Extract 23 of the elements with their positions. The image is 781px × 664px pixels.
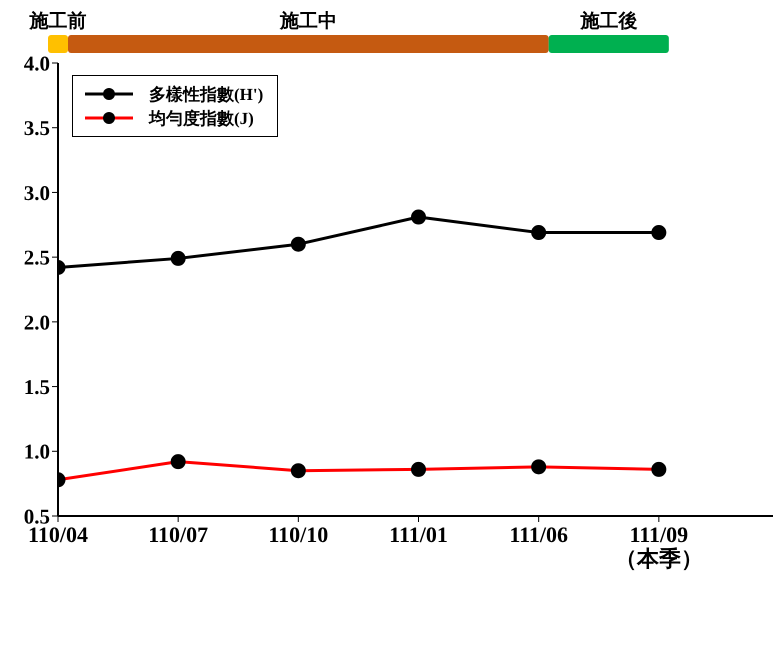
text: 施工中 (278, 10, 337, 32)
legend-label: 多樣性指數(H') (149, 84, 264, 106)
point (411, 210, 426, 225)
point (651, 225, 666, 240)
x-tick-label: 110/10 (268, 522, 328, 547)
x-tick-label: 111/06 (509, 522, 568, 547)
y-tick-label: 3.0 (24, 180, 50, 205)
point (290, 236, 306, 252)
y-tick-label: 1.0 (24, 440, 50, 464)
x-tick-label: 110/07 (148, 522, 208, 547)
point (531, 225, 546, 240)
x-tick-label: 111/01 (389, 522, 448, 547)
y-tick-label: 3.5 (24, 116, 50, 140)
text: 施工後 (579, 10, 638, 32)
point (170, 250, 186, 266)
y-tick-label: 1.5 (24, 375, 50, 400)
x-tick-label: 111/09 （本季） (614, 522, 703, 571)
text: 施工前 (28, 10, 86, 32)
y-tick-label: 0.5 (24, 504, 50, 528)
y-tick-label: 2.0 (24, 310, 50, 334)
y-tick-label: 2.5 (24, 246, 50, 270)
legend-label: 均勻度指數(J) (149, 108, 254, 130)
y-tick-label: 4.0 (24, 51, 50, 76)
